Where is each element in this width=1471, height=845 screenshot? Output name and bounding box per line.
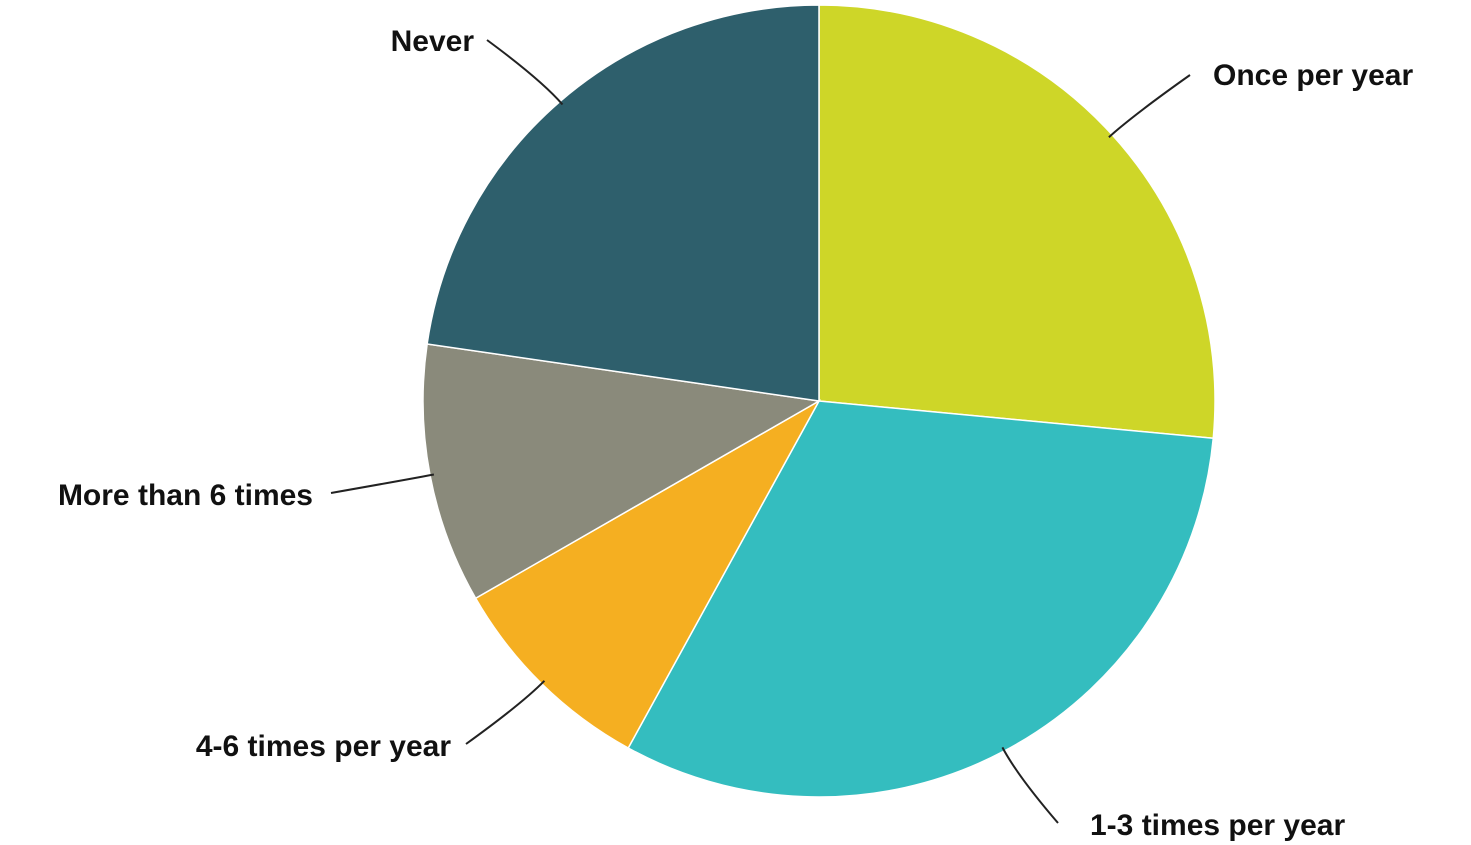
slice-label-once-per-year: Once per year xyxy=(1213,59,1413,92)
pie-slice-never xyxy=(426,4,820,402)
leader-line-once-per-year xyxy=(1108,74,1191,138)
leader-line-1-3-times-per-year xyxy=(1001,746,1059,824)
slice-label-never: Never xyxy=(391,25,475,58)
pie-slice-once-per-year xyxy=(818,4,1216,440)
slice-label-1-3-times-per-year: 1-3 times per year xyxy=(1090,809,1345,842)
pie-slices xyxy=(422,4,1216,798)
leader-line-4-6-times-per-year xyxy=(465,680,546,745)
slice-label-4-6-times-per-year: 4-6 times per year xyxy=(196,730,451,763)
slice-labels: Once per year 1-3 times per year 4-6 tim… xyxy=(58,25,1414,842)
leader-lines xyxy=(330,39,1191,824)
leader-line-more-than-6-times xyxy=(330,473,435,494)
slice-label-more-than-6-times: More than 6 times xyxy=(58,479,313,512)
leader-line-never xyxy=(486,39,564,106)
